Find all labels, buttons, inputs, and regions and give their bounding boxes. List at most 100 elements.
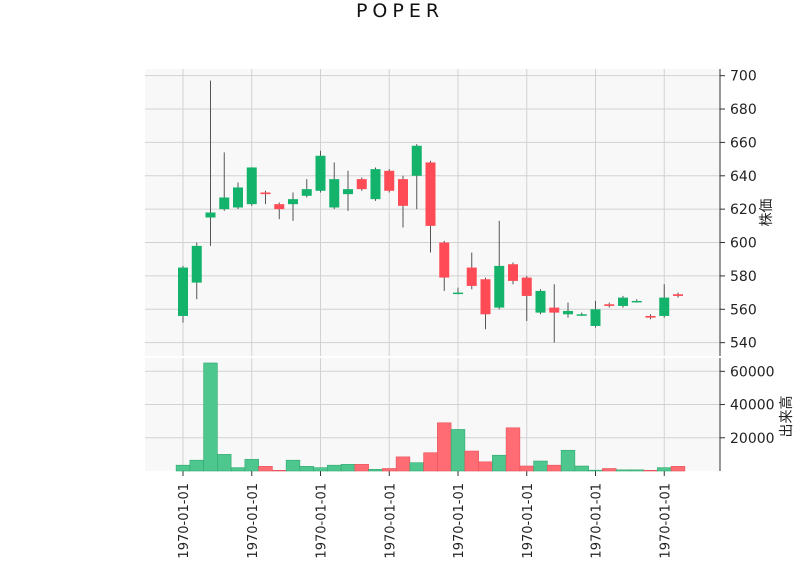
volume-bar (574, 465, 589, 472)
x-tick-label: 1970-01-01 (521, 483, 536, 559)
candle-body (370, 169, 381, 200)
candle-body (384, 170, 395, 191)
volume-bar (368, 469, 383, 472)
price-tick-label: 560 (730, 302, 757, 318)
price-axis-label: 株価 (759, 199, 775, 227)
candle-body (549, 307, 560, 313)
candle-body (453, 292, 463, 295)
volume-tick-label: 20000 (730, 431, 775, 447)
volume-bar (588, 469, 603, 472)
volume-bar (560, 449, 576, 472)
candle-body (466, 267, 477, 286)
price-tick-label: 580 (730, 269, 757, 285)
volume-bar (327, 464, 342, 472)
volume-bar (285, 459, 301, 472)
volume-bar (395, 456, 411, 472)
volume-tick-label: 60000 (730, 364, 775, 380)
candle-body (411, 145, 422, 176)
volume-bar (313, 467, 328, 472)
price-tick-label: 660 (730, 135, 757, 151)
candle-body (343, 189, 353, 195)
candle-body (356, 179, 367, 190)
volume-bar (217, 454, 232, 472)
candle-body (590, 309, 601, 326)
volume-bar (643, 470, 658, 472)
candle-body (205, 212, 216, 218)
volume-bar (519, 465, 534, 472)
candle-body (659, 297, 670, 316)
volume-bar (478, 461, 493, 472)
volume-bar (203, 362, 218, 472)
x-tick-label: 1970-01-01 (452, 483, 467, 559)
price-tick-label: 640 (730, 169, 757, 185)
candle-body (425, 162, 436, 226)
price-tick-label: 700 (730, 69, 757, 85)
volume-bar (244, 459, 259, 472)
x-tick-label: 1970-01-01 (658, 483, 673, 559)
volume-bar (547, 464, 562, 472)
candle-body (329, 179, 340, 208)
candle-body (288, 199, 298, 205)
candle-body (673, 294, 683, 296)
volume-axis-label: 出来高 (778, 396, 795, 438)
volume-bar (423, 452, 438, 472)
candle-body (178, 267, 188, 316)
volume-bar (657, 467, 672, 472)
price-tick-label: 680 (730, 102, 757, 118)
candle-body (618, 297, 628, 306)
candle-body (274, 204, 285, 210)
chart-title: POPER (355, 0, 445, 22)
volume-bar (258, 466, 273, 472)
candle-body (398, 179, 408, 206)
price-tick-label: 600 (730, 236, 757, 252)
volume-bar (382, 468, 397, 472)
volume-bar (464, 450, 479, 472)
volume-bar (437, 422, 452, 472)
volume-bar (533, 460, 548, 472)
volume-bar (409, 462, 424, 472)
volume-bar (175, 464, 191, 472)
x-tick-label: 1970-01-01 (590, 483, 605, 559)
volume-bar (230, 467, 246, 472)
volume-bar (354, 464, 369, 472)
candle-body (631, 300, 642, 303)
volume-bar (272, 470, 287, 472)
candle-body (576, 314, 587, 316)
candle-body (480, 279, 491, 315)
candle-body (233, 187, 243, 208)
volume-panel-background (145, 358, 720, 471)
volume-bar (492, 454, 507, 472)
volume-bar (340, 464, 356, 472)
x-tick-label: 1970-01-01 (315, 483, 330, 559)
x-tick-label: 1970-01-01 (246, 483, 261, 559)
price-tick-label: 620 (730, 202, 757, 218)
candle-body (604, 304, 615, 306)
candle-body (219, 197, 230, 210)
candle-body (191, 245, 202, 283)
candle-body (246, 167, 257, 205)
volume-bar (299, 466, 314, 472)
candle-body (260, 192, 271, 195)
candle-body (439, 242, 450, 278)
candle-body (315, 155, 326, 191)
x-tick-label: 1970-01-01 (177, 483, 192, 559)
candle-body (645, 315, 656, 318)
candle-body (563, 310, 573, 315)
x-tick-label: 1970-01-01 (383, 483, 398, 559)
candle-body (494, 265, 505, 308)
volume-bar (602, 468, 617, 472)
candle-body (508, 264, 518, 281)
volume-bar (450, 429, 466, 472)
volume-bar (670, 466, 686, 472)
price-tick-label: 540 (730, 336, 757, 352)
candle-body (535, 290, 546, 313)
candle-body (301, 189, 312, 196)
volume-bar (505, 427, 521, 472)
volume-tick-label: 40000 (730, 398, 775, 414)
volume-bar (615, 469, 631, 472)
volume-bar (189, 459, 204, 472)
volume-bar (629, 469, 644, 472)
candle-body (521, 277, 532, 296)
